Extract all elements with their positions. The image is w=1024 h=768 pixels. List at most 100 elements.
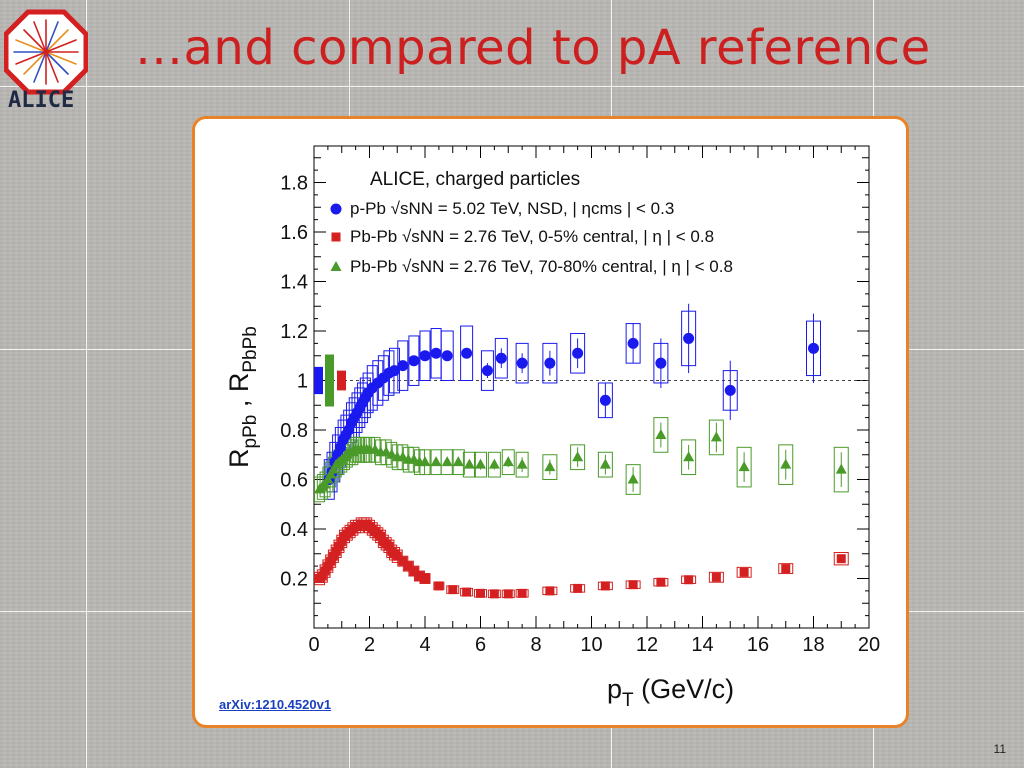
data-point (380, 446, 392, 457)
y-tick-label: 1.2 (280, 321, 308, 343)
systematic-box (515, 342, 529, 384)
data-point (419, 456, 431, 467)
data-point (462, 587, 472, 597)
data-point (430, 456, 442, 467)
y-tick-label: 0.2 (280, 569, 308, 591)
systematic-box (570, 444, 586, 471)
alice-logo-icon (4, 9, 88, 95)
systematic-box (736, 446, 752, 488)
data-point (448, 585, 458, 595)
data-point (724, 384, 736, 396)
slide-title: …and compared to pA reference (135, 20, 931, 76)
data-point (572, 451, 584, 462)
data-point (628, 580, 638, 590)
data-point (545, 586, 555, 596)
normalization-box (314, 366, 323, 395)
data-point (836, 554, 846, 564)
systematic-box (778, 444, 794, 485)
data-point (334, 541, 344, 551)
data-point (376, 531, 386, 541)
data-point (655, 357, 667, 369)
data-point (835, 463, 847, 474)
data-point (683, 451, 695, 462)
chart-title: ALICE, charged particles (370, 169, 580, 190)
legend: p-Pb √sNN = 5.02 TeV, NSD, | ηcms | < 0.… (330, 199, 733, 276)
systematic-box (736, 566, 752, 578)
data-point (488, 458, 500, 469)
legend-entry: p-Pb √sNN = 5.02 TeV, NSD, | ηcms | < 0.… (350, 199, 674, 218)
data-point (475, 458, 486, 469)
data-point (331, 546, 341, 556)
data-point (780, 458, 792, 469)
normalization-box (337, 370, 346, 391)
data-point (656, 577, 666, 587)
x-tick-label: 0 (308, 634, 319, 656)
y-tick-label: 1.4 (280, 272, 308, 294)
systematic-box (462, 451, 476, 478)
data-point (572, 347, 584, 359)
data-point (808, 342, 819, 354)
legend-marker (331, 232, 341, 242)
data-point (369, 443, 381, 454)
data-point (599, 458, 611, 469)
data-point (326, 556, 336, 566)
data-point (516, 458, 528, 469)
data-point (781, 564, 791, 574)
data-point (711, 572, 721, 582)
data-point (337, 536, 347, 546)
data-point (710, 431, 722, 442)
x-tick-label: 18 (802, 634, 824, 656)
data-point (403, 561, 413, 571)
normalization-box (325, 354, 334, 407)
systematic-box (460, 325, 474, 382)
legend-marker (330, 203, 342, 215)
systematic-box (542, 454, 558, 480)
systematic-box (597, 451, 613, 478)
systematic-box (542, 342, 558, 384)
systematic-box (451, 449, 465, 476)
systematic-box (440, 449, 454, 476)
data-point (683, 332, 695, 344)
systematic-box (501, 449, 515, 476)
systematic-box (833, 446, 849, 493)
data-point (397, 360, 409, 372)
y-tick-label: 0.8 (280, 420, 308, 442)
data-point (409, 566, 419, 576)
data-point (600, 581, 610, 591)
data-point (502, 456, 514, 467)
source-link[interactable]: arXiv:1210.4520v1 (219, 697, 332, 712)
data-point (489, 589, 499, 599)
data-point (323, 561, 333, 571)
data-point (544, 461, 556, 472)
data-point (419, 350, 431, 362)
x-tick-label: 20 (858, 634, 880, 656)
data-point (495, 352, 507, 364)
systematic-box (833, 552, 849, 566)
data-point (320, 566, 330, 576)
x-tick-label: 14 (691, 634, 713, 656)
legend-entry: Pb-Pb √sNN = 2.76 TeV, 70-80% central, |… (350, 257, 733, 276)
systematic-box (625, 464, 641, 495)
x-tick-label: 4 (419, 634, 430, 656)
systematic-box (440, 330, 454, 381)
data-point (516, 357, 528, 369)
data-point (739, 567, 749, 577)
systematic-box (480, 350, 494, 391)
rpbpb-chart: ALICE, charged particles 0 2 4 6 8 10 12 14 16 18… (224, 145, 880, 711)
data-point (414, 571, 424, 581)
data-point (397, 451, 409, 462)
data-point (398, 556, 408, 566)
data-point (476, 588, 485, 598)
x-tick-label: 6 (475, 634, 486, 656)
x-tick-label: 10 (580, 634, 602, 656)
data-point (328, 551, 338, 561)
chart-panel (192, 116, 909, 728)
systematic-box (494, 337, 508, 379)
x-tick-label: 16 (747, 634, 769, 656)
y-tick-label: 0.4 (280, 519, 308, 541)
data-point (627, 337, 639, 349)
systematic-box (474, 451, 487, 478)
data-point (544, 357, 556, 369)
systematic-box (708, 419, 724, 456)
systematic-box (570, 332, 586, 374)
